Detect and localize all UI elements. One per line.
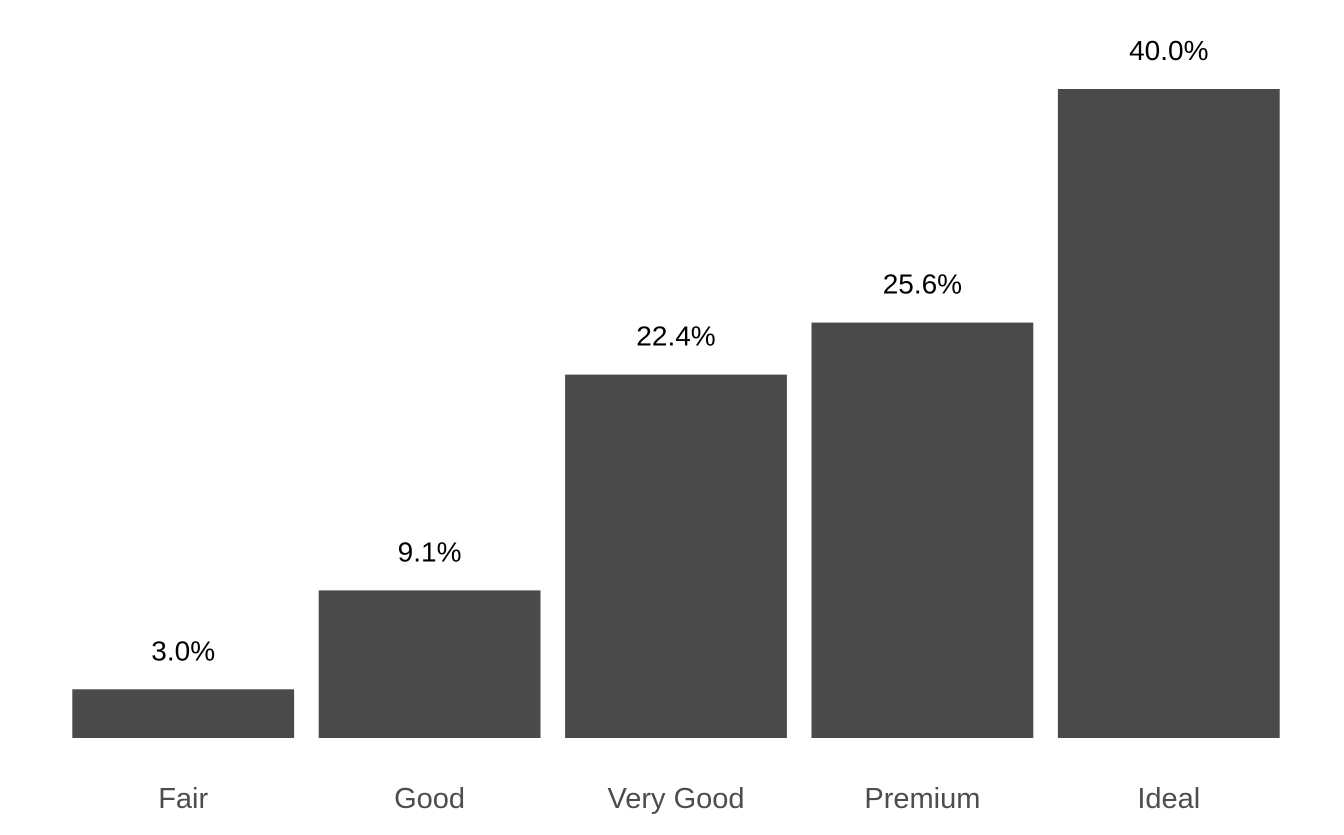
data-label: 40.0% (1129, 35, 1208, 66)
value-labels-layer: 3.0% 9.1% 22.4% 25.6% 40.0% (151, 35, 1208, 666)
x-tick-label: Ideal (1137, 783, 1200, 815)
bars-layer (72, 89, 1280, 738)
bar-fair (72, 689, 295, 738)
bar-very-good (565, 374, 787, 738)
x-tick-label: Fair (158, 783, 208, 815)
data-label: 3.0% (151, 635, 215, 666)
x-tick-label: Good (394, 783, 465, 815)
bar-premium (811, 322, 1034, 738)
data-label: 9.1% (398, 536, 462, 567)
bar-good (318, 590, 541, 738)
x-tick-label: Premium (864, 783, 980, 815)
data-label: 25.6% (883, 269, 962, 300)
bar-ideal (1057, 89, 1280, 738)
category-labels-layer: Fair Good Very Good Premium Ideal (158, 783, 1200, 815)
x-tick-label: Very Good (607, 783, 744, 815)
data-label: 22.4% (636, 321, 715, 352)
